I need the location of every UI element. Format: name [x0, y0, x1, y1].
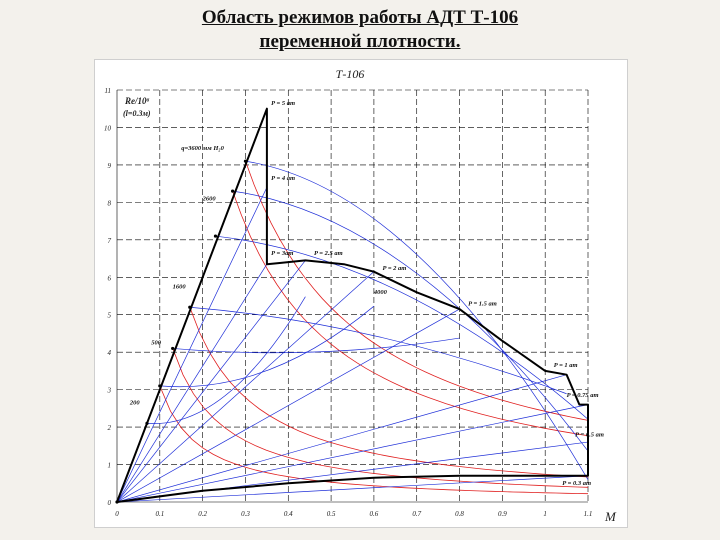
pressure-line — [116, 404, 589, 503]
edge-point — [243, 159, 248, 163]
pressure-line — [116, 271, 375, 503]
pressure-label: P = 4 ат — [271, 175, 295, 182]
pressure-curve — [189, 306, 567, 395]
pressure-label: P = 1.5 ат — [468, 300, 497, 307]
edge-point — [231, 189, 235, 193]
edge-point — [171, 346, 175, 351]
x-tick-label: 0.3 — [241, 510, 250, 518]
pressure-curve — [146, 296, 306, 424]
q-curve — [189, 307, 589, 478]
pressure-line — [116, 475, 589, 503]
x-tick-label: 1 — [543, 510, 547, 518]
slide-title-line-2: переменной плотности. — [259, 31, 461, 52]
pressure-label: P = 3ат — [271, 250, 293, 257]
q-label: q=3600 мм Н₂0 — [181, 145, 224, 152]
x-tick-label: 0 — [115, 510, 119, 518]
edge-point — [158, 384, 162, 388]
pressure-label: P = 5 ат — [271, 100, 295, 107]
y-tick-label: 5 — [108, 312, 112, 320]
x-tick-label: 0.7 — [412, 510, 421, 518]
y-tick-label: 11 — [105, 87, 111, 95]
pressure-curve — [159, 305, 375, 388]
chart-title: Т-106 — [336, 67, 365, 81]
y-tick-label: 0 — [108, 499, 112, 507]
pressure-curve — [215, 235, 589, 420]
y-tick-label: 1 — [108, 462, 112, 470]
y-tick-label: 8 — [108, 199, 112, 207]
y-tick-label: 2 — [108, 424, 112, 432]
q-label: 200 — [129, 400, 141, 407]
pressure-line — [116, 260, 306, 503]
pressure-label: P = 0.3 ат — [562, 480, 591, 487]
q-curve — [159, 385, 589, 495]
pressure-line — [116, 374, 567, 503]
pressure-curve — [232, 190, 589, 452]
edge-point — [188, 305, 192, 309]
x-tick-label: 0.2 — [198, 510, 207, 518]
y-tick-label: 7 — [108, 237, 112, 245]
y-axis-label: Re/10⁶ — [124, 96, 150, 106]
x-tick-label: 0.9 — [498, 510, 507, 518]
q-label: 500 — [151, 340, 162, 347]
pressure-label: P = 0.75 ат — [567, 392, 599, 399]
x-tick-label: 0.5 — [327, 510, 336, 518]
pressure-label: P = 1 ат — [554, 362, 578, 369]
pressure-curve — [172, 337, 460, 354]
slide-title: Область режимов работы АДТ Т-106 перемен… — [0, 6, 720, 54]
chart-panel: Т-106 Re/10⁶ (l=0.3м) M 0 0.1 0.2 0.3 0.4 0.5… — [94, 59, 628, 528]
y-tick-label: 3 — [107, 387, 112, 395]
x-tick-label: 0.8 — [455, 510, 464, 518]
y-tick-label: 9 — [108, 162, 112, 170]
x-tick-label: 0.1 — [155, 510, 164, 518]
q-curve — [232, 190, 589, 437]
x-axis-label: M — [604, 509, 617, 524]
q-label-extra: 4000 — [373, 289, 388, 296]
pressure-line — [116, 308, 460, 503]
y-axis-label-sub: (l=0.3м) — [123, 109, 151, 118]
x-tick-label: 1.1 — [584, 510, 593, 518]
edge-point — [115, 500, 119, 504]
q-label: 1600 — [173, 284, 187, 291]
q-label: 2600 — [202, 195, 217, 202]
edge-point — [145, 421, 149, 425]
slide-title-line-1: Область режимов работы АДТ Т-106 — [201, 7, 519, 28]
pressure-label: P = 0.5 ат — [575, 431, 604, 438]
pressure-curve — [245, 160, 589, 480]
y-tick-label: 10 — [104, 124, 112, 132]
x-tick-label: 0.6 — [370, 510, 379, 518]
pressure-label: P = 2 ат — [382, 265, 406, 272]
pressure-line — [116, 263, 268, 503]
edge-point — [213, 234, 218, 238]
q-curve — [172, 348, 589, 488]
y-tick-label: 4 — [108, 349, 112, 357]
q-curve — [245, 161, 589, 421]
pressure-label: P = 2.5 ат — [314, 250, 343, 257]
y-tick-label: 6 — [108, 274, 112, 282]
envelope-boundary — [116, 107, 589, 503]
pressure-line — [116, 187, 268, 503]
operating-envelope-chart: Т-106 Re/10⁶ (l=0.3м) M 0 0.1 0.2 0.3 0.4 0.5… — [104, 67, 617, 524]
x-tick-label: 0.4 — [284, 510, 293, 518]
